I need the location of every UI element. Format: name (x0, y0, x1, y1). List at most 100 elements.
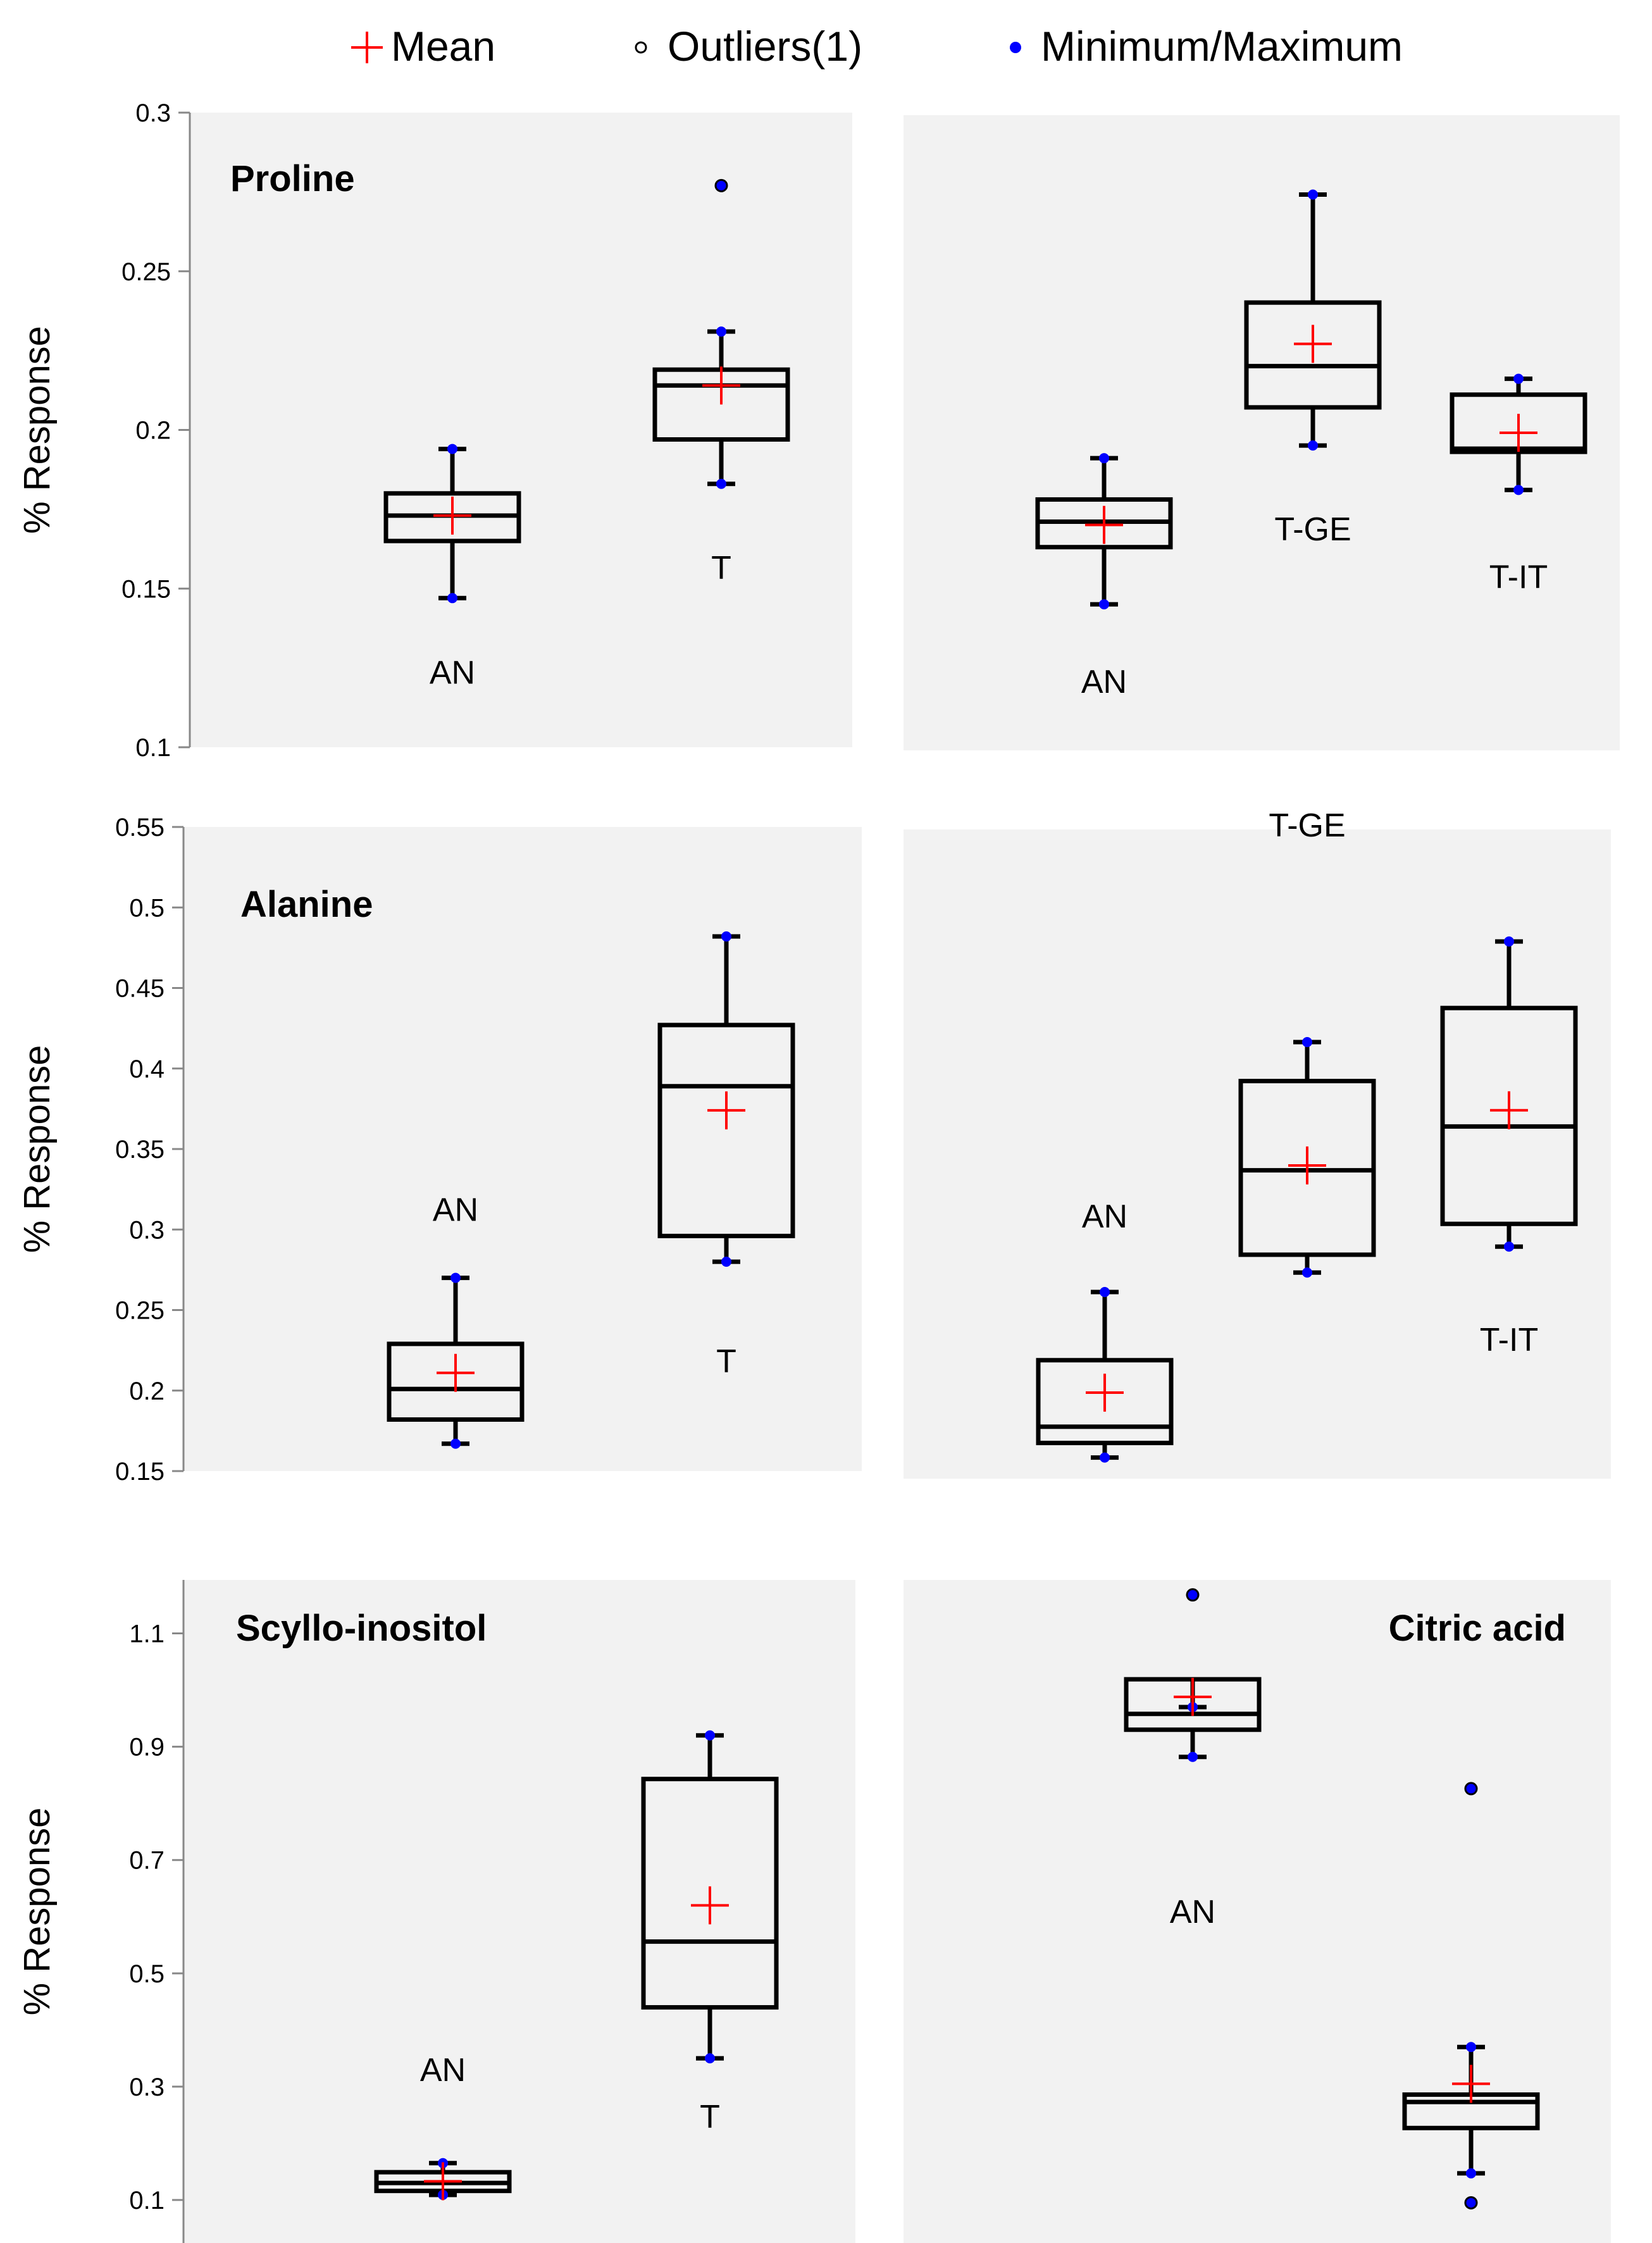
group-label: AN (420, 2052, 466, 2089)
y-tick-label: 0.7 (129, 1847, 165, 1875)
mean-marker (1086, 1374, 1124, 1412)
y-tick-label: 0.25 (115, 1297, 165, 1325)
mean-marker (1452, 2065, 1490, 2103)
minimum-marker (1099, 599, 1109, 610)
box-group-t: T (657, 931, 795, 1380)
box-group-an: AN (374, 2052, 512, 2201)
panels: 0.1 0.15 0.2 0.25 0.3 % Response Proline AN T AN T… (16, 99, 1620, 2243)
y-tick-label: 0.5 (129, 894, 165, 922)
group-label: T-IT (1480, 1322, 1538, 1358)
y-tick-label: 0.45 (115, 975, 165, 1003)
group-label: AN (1082, 1198, 1127, 1235)
outlier-marker (1464, 1782, 1478, 1796)
outlier-marker (714, 178, 728, 192)
minimum-marker (1504, 1241, 1514, 1252)
chart-title: Alanine (240, 884, 373, 925)
maximum-marker (716, 326, 726, 337)
group-label: T-GE (1269, 807, 1345, 844)
mean-marker (691, 1886, 729, 1925)
mean-marker (1294, 325, 1332, 363)
y-tick-label: 0.5 (129, 1960, 165, 1988)
box-group-t-it: T-IT (1440, 936, 1578, 1358)
minimum-marker (450, 1438, 461, 1449)
box-group-an: AN (1124, 1588, 1262, 1930)
y-tick-label: 0.4 (129, 1055, 165, 1083)
iqr-box (657, 1022, 795, 1238)
mean-marker (424, 2162, 462, 2201)
box-group-an: AN (1036, 1198, 1174, 1463)
maximum-marker (450, 1272, 461, 1283)
group-label: T-IT (1489, 559, 1548, 595)
box-group-t-ge: T-GE (1244, 189, 1382, 548)
box-group-an: AN (1035, 453, 1173, 700)
mean-marker (1490, 1091, 1528, 1129)
mean-marker (1085, 506, 1123, 544)
group-label: AN (430, 654, 475, 691)
chart-citric-right: Citric acid AN T (904, 1580, 1611, 2243)
minmax-legend-label: Minimum/Maximum (1041, 23, 1403, 70)
y-axis-label: % Response (16, 326, 58, 534)
y-tick-label: 0.35 (115, 1136, 165, 1164)
mean-marker (1500, 414, 1537, 452)
plot-area (183, 1580, 855, 2243)
minimum-marker (1466, 2168, 1476, 2178)
box-group-t: T (641, 1730, 779, 2135)
chart-alanine-right: AN T-GE T-IT (904, 807, 1611, 1479)
y-axis-label: % Response (16, 1808, 58, 2016)
y-tick-label: 0.2 (129, 1377, 165, 1405)
iqr-box (1036, 1358, 1174, 1446)
box-group-an: AN (387, 1192, 525, 1449)
chart-scyllo-left: 0.1 0.3 0.5 0.7 0.9 1.1 % Response Scyllo-inosi… (16, 1580, 855, 2243)
y-axis-label: % Response (16, 1045, 58, 1253)
y-tick-label: 0.3 (129, 2073, 165, 2101)
mean-marker (437, 1353, 475, 1392)
maximum-marker (721, 931, 731, 942)
box-group-t-ge: T-GE (1238, 807, 1376, 1278)
y-tick-label: 0.1 (135, 734, 171, 762)
mean-marker (1288, 1146, 1326, 1184)
maximum-marker (1504, 936, 1514, 947)
y-tick-label: 0.15 (121, 575, 171, 603)
mean-legend-marker (351, 32, 383, 63)
outlier-legend-marker (635, 41, 647, 54)
chart-proline-left: 0.1 0.15 0.2 0.25 0.3 % Response Proline AN T (16, 99, 852, 762)
minimum-marker (1188, 1751, 1198, 1762)
mean-marker (1174, 1677, 1212, 1716)
y-axis: 0.1 0.15 0.2 0.25 0.3 % Response (16, 99, 191, 762)
mean-marker (707, 1091, 745, 1129)
chart-title: Scyllo-inositol (236, 1608, 487, 1649)
iqr-box (387, 1341, 525, 1422)
minimum-marker (721, 1257, 731, 1267)
legend: Mean Outliers(1) Minimum/Maximum (351, 23, 1403, 70)
chart-alanine-left: 0.15 0.2 0.25 0.3 0.35 0.4 0.45 0.5 0.55 % Respon… (16, 814, 862, 1486)
chart-title: Proline (230, 158, 355, 199)
box-group-t-it: T-IT (1450, 373, 1587, 595)
minimum-marker (705, 2053, 715, 2064)
y-tick-label: 0.9 (129, 1734, 165, 1761)
y-tick-label: 0.3 (129, 1216, 165, 1244)
y-tick-label: 0.55 (115, 814, 165, 842)
minimum-marker (1302, 1267, 1312, 1278)
minimum-marker (716, 478, 726, 489)
minimum-marker (1100, 1452, 1110, 1463)
maximum-marker (1466, 2042, 1476, 2053)
iqr-box (1244, 300, 1382, 410)
mean-legend-label: Mean (391, 23, 495, 70)
iqr-box (1440, 1005, 1578, 1226)
outliers-legend-label: Outliers(1) (668, 23, 862, 70)
maximum-marker (1100, 1287, 1110, 1298)
y-tick-label: 1.1 (129, 1620, 165, 1648)
group-label: T (700, 2099, 720, 2135)
y-tick-label: 0.15 (115, 1458, 165, 1486)
maximum-marker (705, 1730, 715, 1741)
group-label: AN (1170, 1894, 1215, 1930)
minmax-legend-marker (1010, 42, 1021, 53)
plot-area (190, 113, 852, 747)
chart-proline-right: AN T-GE T-IT (904, 115, 1620, 750)
y-axis: 0.15 0.2 0.25 0.3 0.35 0.4 0.45 0.5 0.55 % Respon… (16, 814, 185, 1486)
y-tick-label: 0.2 (135, 417, 171, 445)
box-group-t: T (1402, 1782, 1540, 2209)
y-tick-label: 0.3 (135, 99, 171, 127)
group-label: AN (433, 1192, 478, 1229)
